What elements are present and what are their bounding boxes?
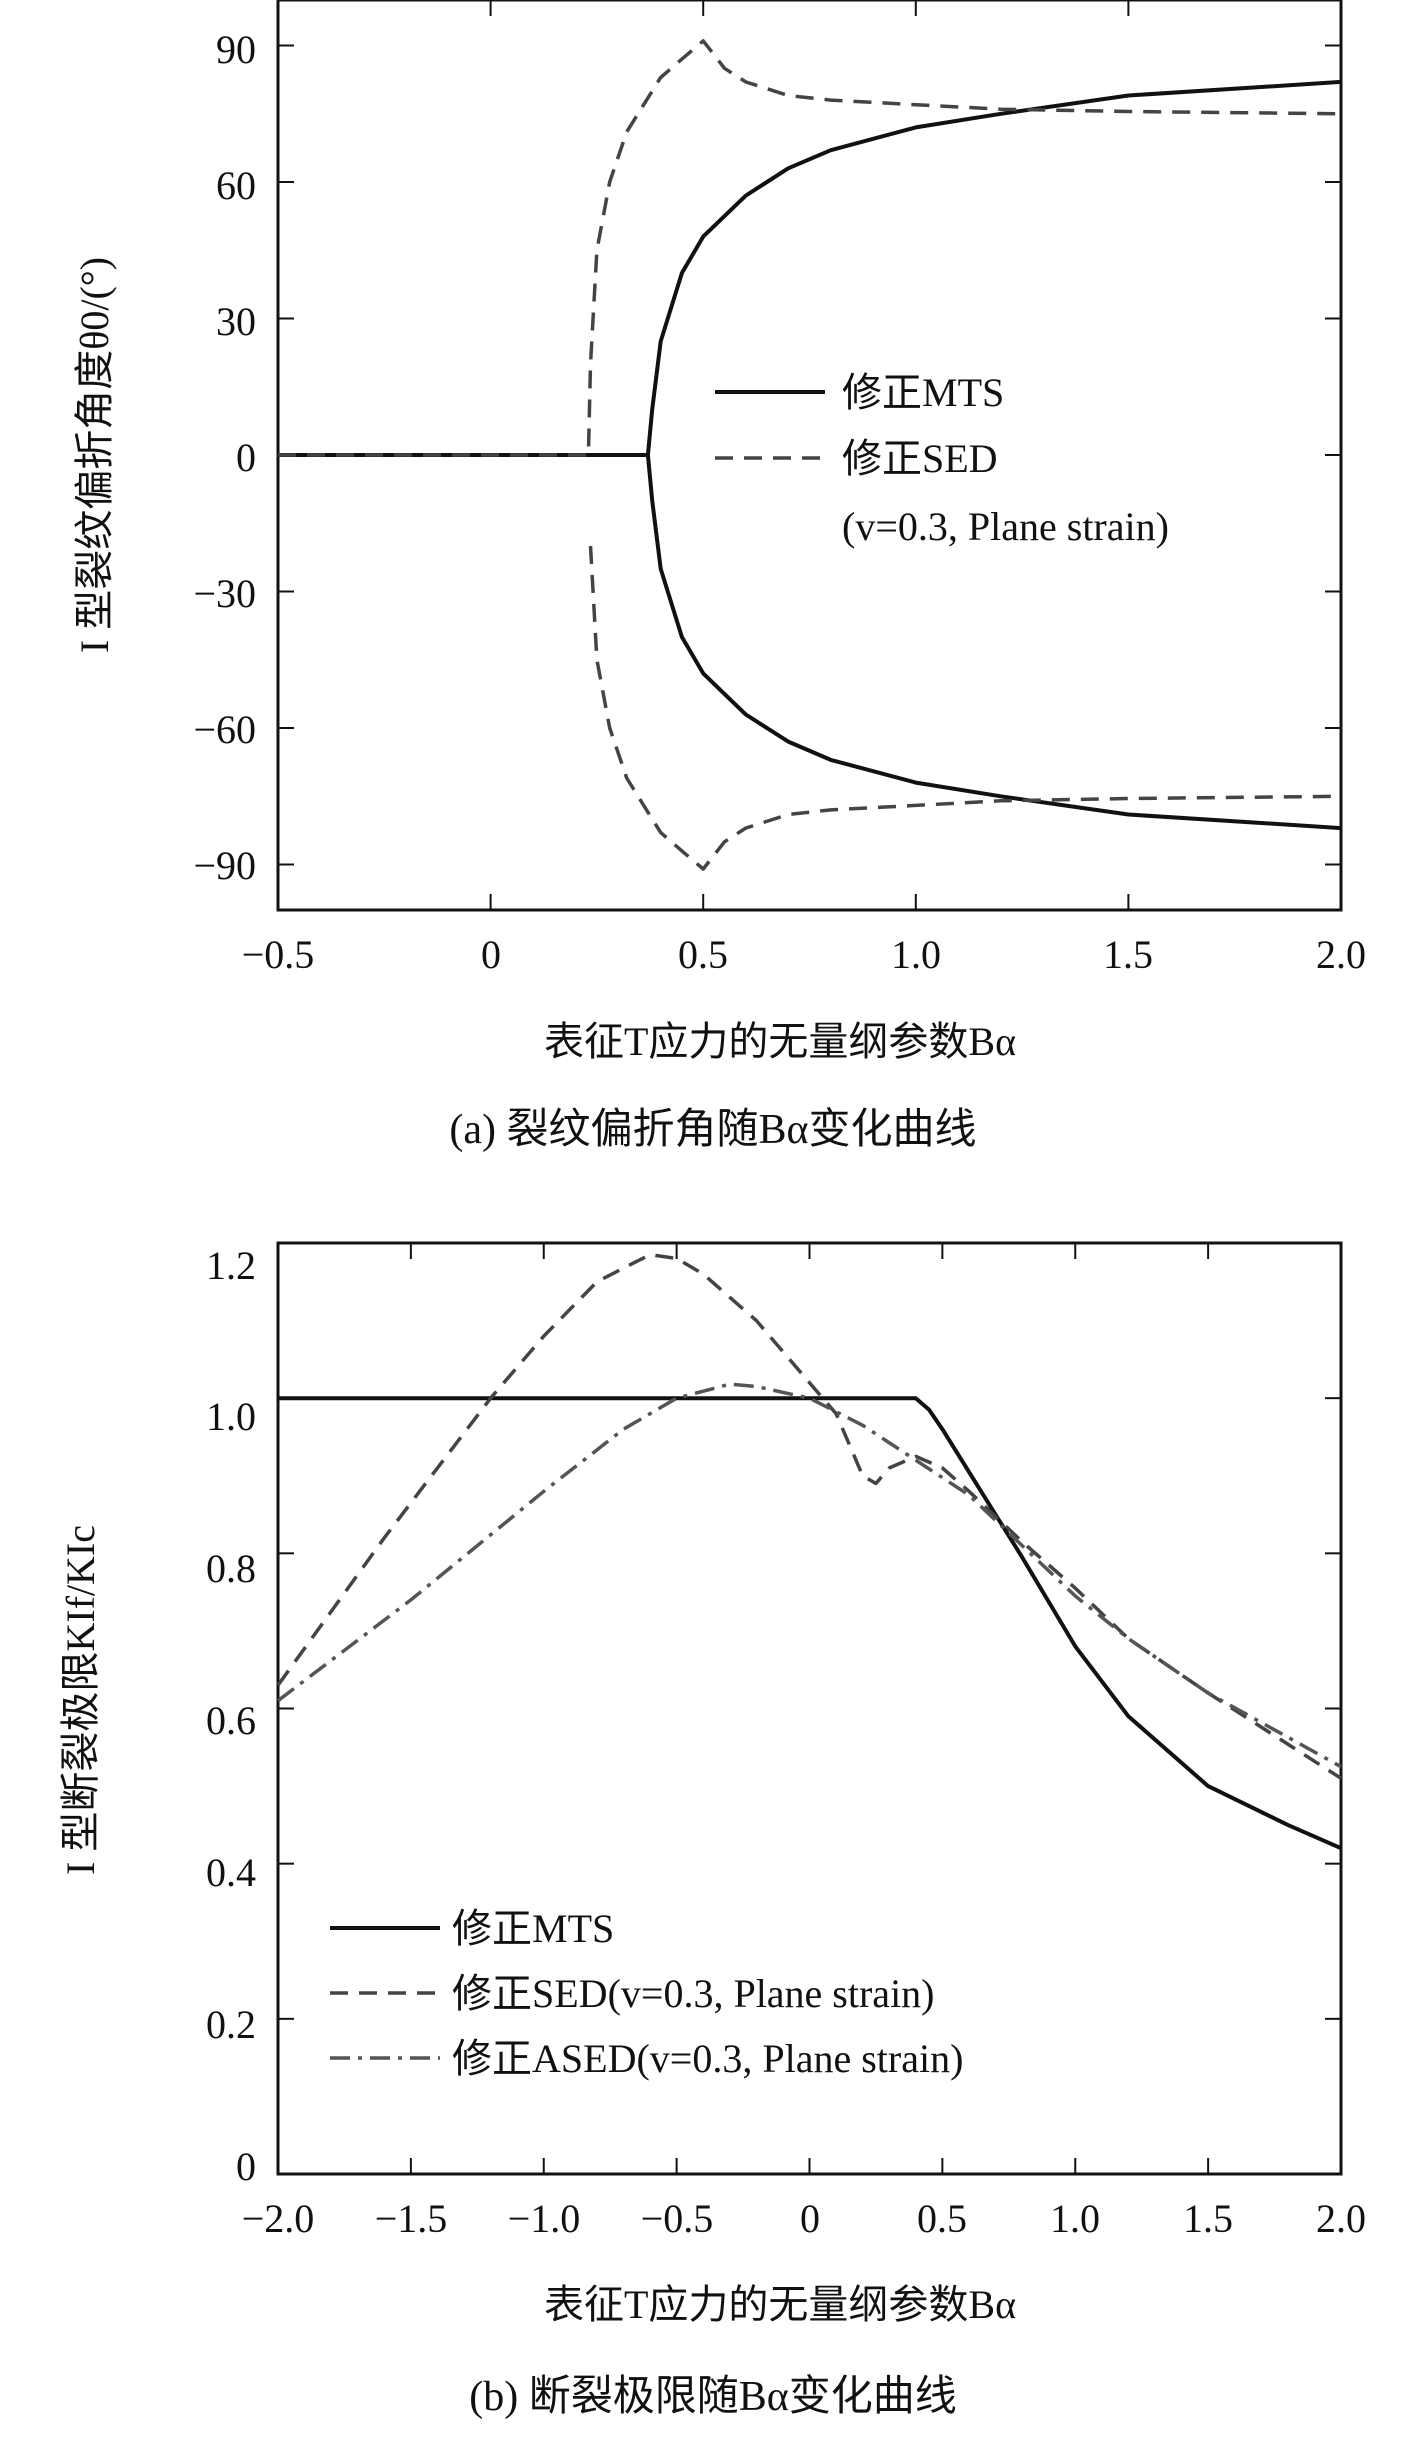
panel-a-legend-note: (v=0.3, Plane strain) [842, 504, 1169, 549]
panel-b-xtick-label: −1.0 [508, 2196, 581, 2241]
panel-a-x-axis-label: 表征T应力的无量纲参数Bα [544, 1019, 1016, 1064]
panel-b-xtick-label: 1.0 [1050, 2196, 1100, 2241]
panel-a-xtick-label: 0 [481, 932, 501, 977]
panel-b-legend-label-ased: 修正ASED(v=0.3, Plane strain) [452, 2036, 963, 2081]
panel-b-legend-label-sed: 修正SED(v=0.3, Plane strain) [452, 1971, 935, 2016]
panel-b-ticks [277, 1242, 1342, 2175]
panel-b-legend: 修正MTS 修正SED(v=0.3, Plane strain) 修正ASED(… [330, 1906, 963, 2081]
panel-a-legend-label-mts: 修正MTS [842, 370, 1004, 415]
panel-b-chart: 1.2 1.0 0.8 0.6 0.4 0.2 0 −2.0 −1.5 −1.0… [58, 1241, 1366, 2420]
panel-a-series-line-2 [278, 39, 1342, 457]
panel-b-ytick-label: 1.2 [206, 1243, 256, 1288]
panel-b-xtick-label: 2.0 [1316, 2196, 1366, 2241]
panel-a-ytick-label: 60 [216, 163, 256, 208]
panel-a-ytick-label: 90 [216, 27, 256, 72]
panel-b-xtick-label: 1.5 [1183, 2196, 1233, 2241]
panel-b-ytick-label: 0.6 [206, 1698, 256, 1743]
panel-a-chart: 90 60 30 0 −30 −60 −90 −0.5 0 0.5 1.0 1.… [72, 0, 1366, 1153]
panel-a-xtick-label: −0.5 [242, 932, 315, 977]
panel-b-legend-label-mts: 修正MTS [452, 1906, 614, 1951]
panel-a-series [278, 39, 1342, 871]
panel-b-xtick-label: 0.5 [917, 2196, 967, 2241]
panel-a-legend-label-sed: 修正SED [842, 436, 998, 481]
panel-a-ytick-label: −60 [193, 707, 256, 752]
panel-b-xtick-label: −2.0 [242, 2196, 315, 2241]
panel-b-ytick-label: 1.0 [206, 1394, 256, 1439]
panel-a-xtick-label: 1.5 [1103, 932, 1153, 977]
panel-a-caption: (a) 裂纹偏折角随Bα变化曲线 [449, 1106, 976, 1153]
panel-a-legend: 修正MTS 修正SED (v=0.3, Plane strain) [715, 370, 1169, 549]
panel-a-xtick-label: 0.5 [678, 932, 728, 977]
panel-b-ytick-label: 0.4 [206, 1850, 256, 1895]
panel-b-ytick-label: 0 [236, 2144, 256, 2189]
panel-a-ytick-label: −90 [193, 843, 256, 888]
panel-a-ticks [277, 0, 1342, 910]
panel-b-xtick-label: 0 [800, 2196, 820, 2241]
panel-b-ytick-label: 0.2 [206, 2002, 256, 2047]
panel-b-ytick-label: 0.8 [206, 1546, 256, 1591]
panel-b-series [276, 1252, 1342, 1851]
panel-a-y-axis-label: I 型裂纹偏折角度θ0/(°) [72, 257, 117, 653]
panel-b-series-line-1 [276, 1252, 1342, 1780]
panel-a-ytick-label: 0 [236, 435, 256, 480]
panel-b-caption: (b) 断裂极限随Bα变化曲线 [469, 2373, 957, 2420]
panel-b-series-line-0 [278, 1396, 1342, 1851]
panel-a-ytick-label: −30 [193, 571, 256, 616]
panel-a-series-line-3 [588, 545, 1342, 871]
panel-b-xtick-label: −1.5 [375, 2196, 448, 2241]
panel-a-series-line-1 [645, 454, 1342, 831]
panel-a-ytick-label: 30 [216, 299, 256, 344]
panel-b-xtick-label: −0.5 [641, 2196, 714, 2241]
panel-a-xtick-label: 2.0 [1316, 932, 1366, 977]
panel-a-series-line-0 [278, 79, 1342, 457]
panel-b-y-axis-label: I 型断裂极限KIf/KIc [58, 1525, 103, 1875]
panel-b-series-line-2 [276, 1382, 1342, 1769]
panel-b-x-axis-label: 表征T应力的无量纲参数Bα [544, 2282, 1016, 2327]
panel-a-xtick-label: 1.0 [891, 932, 941, 977]
